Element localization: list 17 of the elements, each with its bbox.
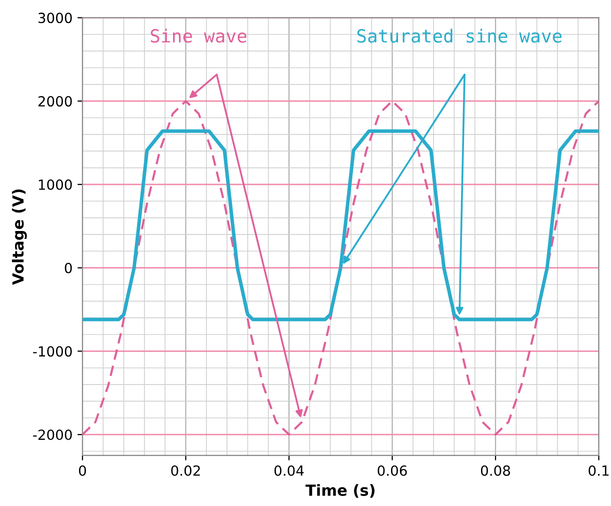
x-tick-label: 0 bbox=[78, 465, 86, 476]
x-tick-label: 0.04 bbox=[274, 465, 304, 476]
text: Saturated sine wave bbox=[357, 28, 562, 43]
y-tick-label: 3000 bbox=[38, 12, 72, 24]
x-tick-label: 0.08 bbox=[480, 465, 510, 476]
line-series bbox=[82, 100, 599, 436]
y-tick-label: -2000 bbox=[33, 430, 72, 440]
x-tick-label: 0.06 bbox=[378, 465, 407, 476]
y-tick-label: -1000 bbox=[33, 346, 72, 357]
y-tick-label: 1000 bbox=[38, 179, 72, 190]
x-tick-label: 0.1 bbox=[588, 465, 609, 476]
x-tick-label: 0.02 bbox=[171, 465, 200, 476]
y-tick-label: 0 bbox=[64, 262, 72, 274]
x-axis-title: Time (s) bbox=[306, 484, 374, 498]
y-tick-label: 2000 bbox=[38, 96, 72, 107]
y-axis-title: Voltage (V) bbox=[12, 190, 27, 285]
text: Sine wave bbox=[150, 28, 246, 43]
